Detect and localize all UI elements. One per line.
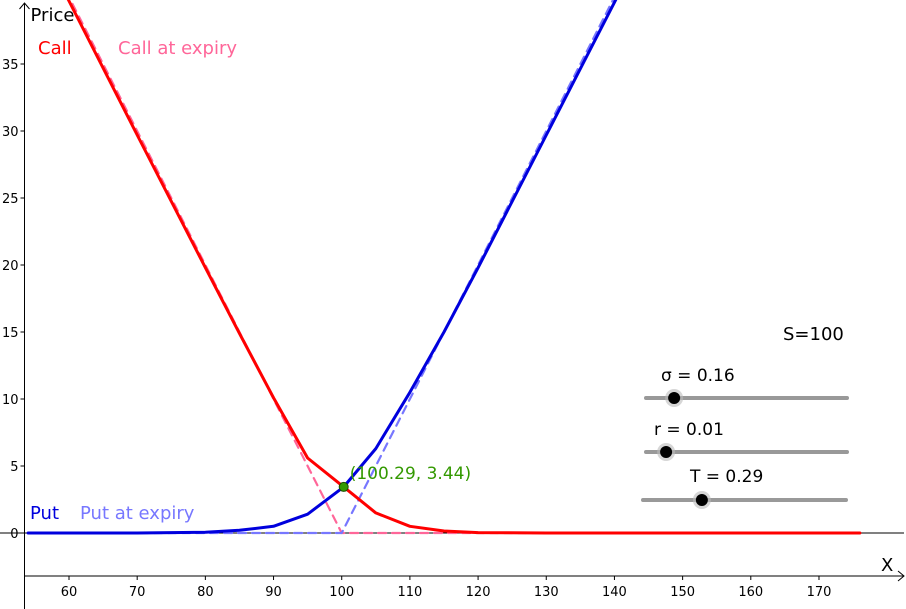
y-tick-label: 30: [2, 125, 19, 140]
y-tick-label: 25: [2, 192, 19, 207]
y-tick-label: 20: [2, 259, 19, 274]
time-slider-label: T = 0.29: [690, 467, 764, 487]
slider-layer: [641, 389, 849, 509]
x-tick-label: 70: [129, 585, 146, 600]
spot-price-label: S=100: [783, 324, 844, 345]
x-tick-label: 110: [397, 585, 422, 600]
y-tick-label: 10: [2, 393, 19, 408]
y-axis-arrow: [19, 2, 30, 10]
x-tick-label: 150: [670, 585, 695, 600]
sigma-slider-label: σ = 0.16: [661, 366, 735, 386]
legend-call-expiry: Call at expiry: [118, 38, 238, 59]
slider-knob-1[interactable]: [660, 446, 673, 458]
legend-call: Call: [38, 38, 72, 59]
x-tick-label: 120: [466, 585, 491, 600]
rate-slider-label: r = 0.01: [654, 420, 724, 440]
x-tick-label: 60: [61, 585, 78, 600]
series-put: [26, 0, 618, 535]
y-axis-label: Price: [31, 5, 75, 26]
x-axis-label: X: [881, 555, 893, 576]
series-put-at-expiry: [27, 0, 615, 535]
marks-layer: (100.29, 3.44): [338, 464, 471, 492]
x-tick-label: 170: [807, 585, 832, 600]
x-tick-label: 100: [329, 585, 354, 600]
slider-knob-2[interactable]: [695, 494, 708, 506]
x-tick-label: 90: [265, 585, 282, 600]
x-axis-arrow: [897, 570, 905, 582]
slider-knob-0[interactable]: [668, 392, 681, 404]
legend-put-expiry: Put at expiry: [80, 503, 195, 524]
x-tick-label: 160: [738, 585, 763, 600]
intersection-label: (100.29, 3.44): [350, 464, 471, 484]
x-tick-label: 130: [534, 585, 559, 600]
x-tick-label: 80: [197, 585, 214, 600]
y-tick-label: 0: [10, 527, 18, 542]
series-layer: [26, 0, 862, 535]
y-tick-label: 15: [2, 326, 19, 341]
y-tick-label: 5: [10, 460, 18, 475]
y-tick-label: 35: [2, 58, 19, 73]
legend-put: Put: [30, 503, 60, 524]
intersection-point: [338, 481, 349, 492]
x-tick-label: 140: [602, 585, 627, 600]
